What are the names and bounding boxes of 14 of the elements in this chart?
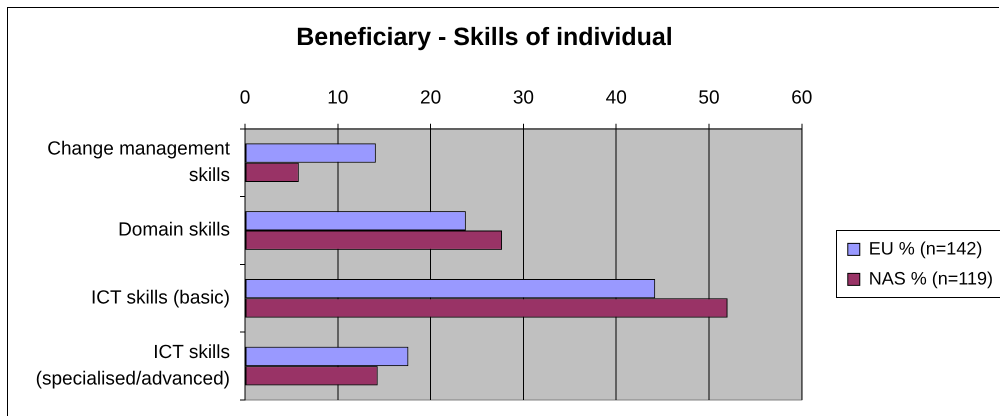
- y-tick-label: Change management skills: [47, 138, 231, 186]
- y-tick-label: Domain skills: [118, 220, 230, 241]
- y-tick-label: ICT skills (specialised/advanced): [36, 342, 230, 390]
- y-tick-label: ICT skills (basic): [91, 288, 230, 309]
- x-tick-label: 40: [606, 88, 627, 109]
- x-tick-label: 0: [240, 88, 250, 109]
- x-tick-label: 60: [791, 88, 812, 109]
- x-tick-label: 30: [512, 88, 534, 109]
- x-tick-label: 50: [698, 88, 720, 109]
- legend-label: EU % (n=142): [868, 238, 982, 258]
- legend-label: NAS % (n=119): [868, 268, 994, 288]
- x-tick-label: 10: [327, 88, 348, 109]
- x-tick-label: 20: [420, 88, 442, 109]
- chart-title: Beneficiary - Skills of individual: [296, 22, 673, 51]
